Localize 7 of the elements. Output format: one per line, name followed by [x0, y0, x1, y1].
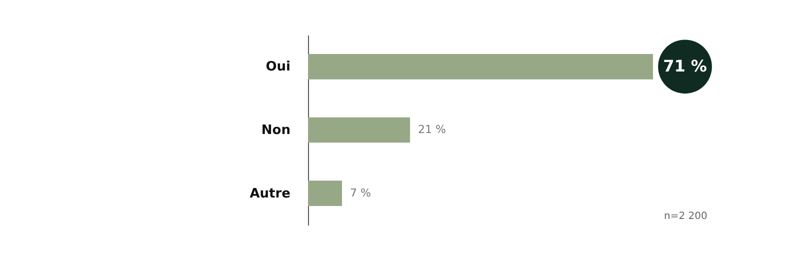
- text: n=2 200: [664, 211, 708, 222]
- y-tick-label: Autre: [250, 186, 291, 202]
- data-label: 21 %: [418, 123, 446, 136]
- data-label: 7 %: [350, 186, 371, 200]
- y-tick-label: Non: [261, 123, 290, 138]
- data-label: 71 %: [663, 56, 707, 76]
- y-tick-label: Oui: [266, 60, 290, 75]
